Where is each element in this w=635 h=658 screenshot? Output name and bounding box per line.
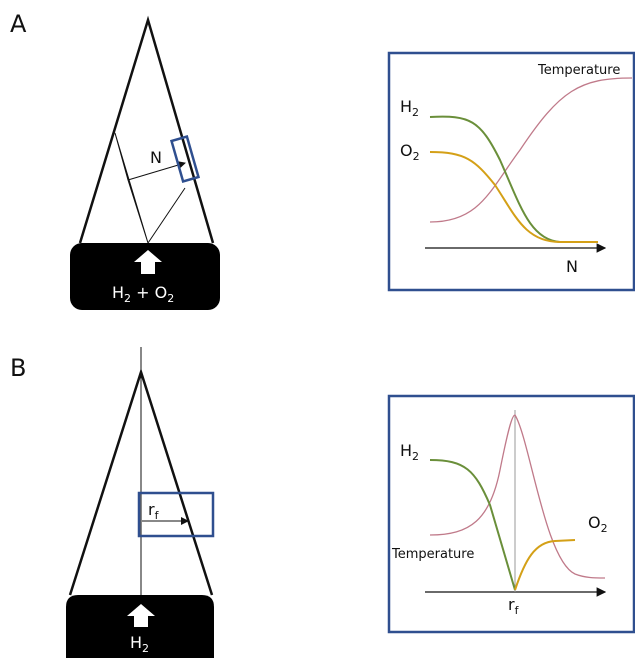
h2-label: H2 — [400, 441, 419, 463]
panel-label: A — [10, 10, 27, 38]
radius-label: rf — [148, 500, 160, 522]
temperature-label: Temperature — [537, 63, 620, 78]
x-axis-label: rf — [508, 595, 520, 617]
t: H — [400, 441, 412, 460]
t: 2 — [124, 292, 131, 305]
x-axis-label: N — [566, 257, 578, 276]
t: 2 — [412, 106, 419, 119]
t: f — [515, 604, 520, 617]
plot-a — [389, 53, 634, 290]
t: 2 — [413, 150, 420, 163]
temperature-label: Temperature — [391, 547, 474, 562]
t: + O — [131, 283, 167, 302]
t: f — [155, 509, 160, 522]
t: O — [588, 513, 601, 532]
t: 2 — [412, 450, 419, 463]
flame-b — [70, 347, 213, 600]
t: H — [400, 97, 412, 116]
panel-label: B — [10, 354, 26, 382]
flame-a — [80, 20, 213, 243]
o2-label: O2 — [588, 513, 608, 535]
inlet-label: H2 + O2 — [112, 283, 174, 305]
arrow-label: N — [150, 148, 162, 167]
t: H — [112, 283, 124, 302]
t: O — [400, 141, 413, 160]
figure: A N H2 + O2 Temperature H2 O2 N B rf H2 … — [0, 0, 635, 658]
h2-label: H2 — [400, 97, 419, 119]
t: 2 — [142, 642, 149, 655]
t: H — [130, 633, 142, 652]
t: 2 — [167, 292, 174, 305]
o2-label: O2 — [400, 141, 420, 163]
t: 2 — [601, 522, 608, 535]
